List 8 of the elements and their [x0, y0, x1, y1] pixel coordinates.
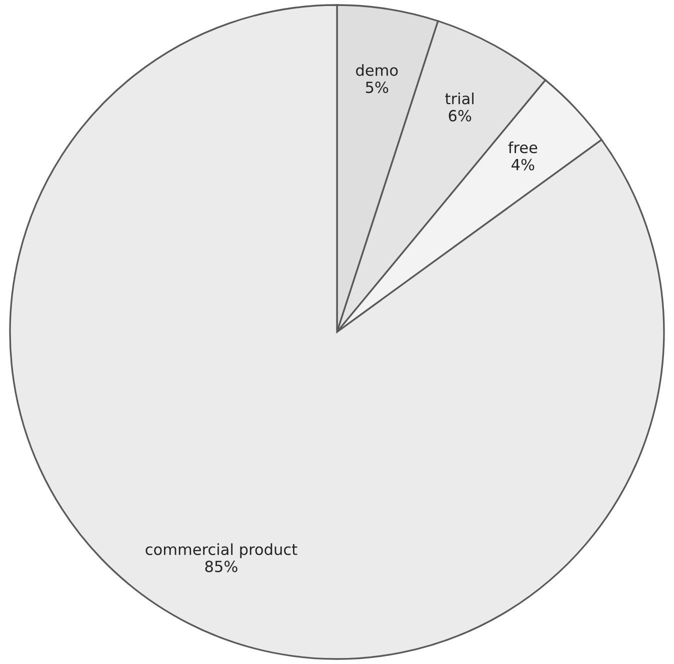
data-label: 6% [448, 110, 472, 122]
slice-label: trial [445, 92, 474, 104]
data-label: 85% [205, 560, 238, 572]
slice-label: free [508, 141, 538, 154]
slice-label: commercial product [146, 543, 298, 558]
data-label: 4% [512, 158, 534, 170]
slice-label: demo [356, 64, 398, 76]
data-label: 5% [366, 82, 388, 94]
